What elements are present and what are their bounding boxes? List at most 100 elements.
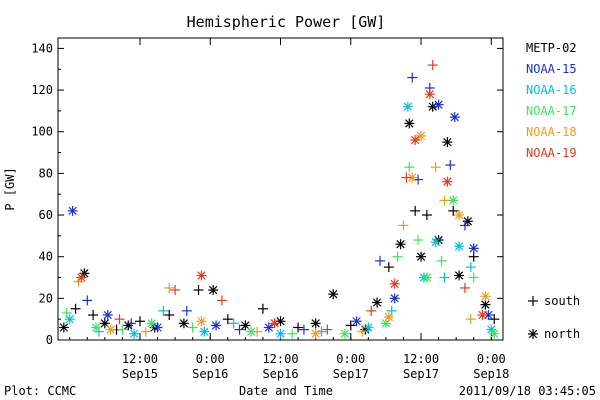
north-marker [146,318,157,329]
south-marker [322,324,333,335]
south-marker [164,310,175,321]
north-marker [196,270,207,281]
north-marker [275,328,286,339]
north-marker [449,112,460,123]
legend-item-noaa-15: NOAA-15 [526,62,577,76]
north-marker [421,272,432,283]
south-marker [439,272,450,283]
south-marker [489,314,500,325]
y-tick-label: 60 [39,208,53,222]
south-marker [345,320,356,331]
south-marker [164,282,175,293]
north-marker [442,137,453,148]
x-tick-date-label: Sep15 [122,367,158,381]
y-axis: 0 20 40 60 80 100 120 140 [31,41,503,347]
north-marker [454,270,465,281]
series-noaa-18 [73,130,491,339]
north-marker [310,318,321,329]
south-marker [427,60,438,71]
x-tick-date-label: Sep17 [403,367,439,381]
south-marker [398,220,409,231]
south-marker [375,255,386,266]
x-tick-date-label: Sep18 [473,367,509,381]
north-marker [208,285,219,296]
y-tick-label: 40 [39,250,53,264]
south-marker [187,322,198,333]
data-points [58,60,500,339]
north-marker [407,172,418,183]
south-marker [445,160,456,171]
north-marker [328,289,339,300]
plot-timestamp: 2011/09/18 03:45:05 [459,384,596,398]
north-marker [64,314,75,325]
south-marker [234,324,245,335]
north-marker [211,320,222,331]
south-marker [222,314,233,325]
marker-legend-south: south [544,294,580,308]
north-marker [383,312,394,323]
south-marker [459,220,470,231]
north-marker [489,328,500,339]
south-marker [298,324,309,335]
north-marker [442,176,453,187]
legend-item-noaa-17: NOAA-17 [526,104,577,118]
north-marker [269,318,280,329]
legend: METP-02 NOAA-15 NOAA-16 NOAA-17 NOAA-18 NOAA-… [526,41,577,160]
south-marker [410,205,421,216]
y-tick-label: 120 [31,83,53,97]
south-marker [468,272,479,283]
south-marker [228,318,239,329]
north-marker [389,278,400,289]
north-marker [372,297,383,308]
y-tick-label: 0 [46,333,53,347]
x-tick-time-label: 0:00 [196,352,225,366]
south-marker [82,295,93,306]
south-marker [293,322,304,333]
marker-legend-north: north [544,327,580,341]
south-marker [70,303,81,314]
y-tick-label: 20 [39,291,53,305]
y-tick-label: 80 [39,166,53,180]
north-marker [67,205,78,216]
south-marker [193,285,204,296]
x-tick-time-label: 0:00 [477,352,506,366]
south-marker [252,326,263,337]
south-marker [413,235,424,246]
series-noaa-15 [67,72,494,335]
south-marker [404,162,415,173]
north-marker [389,293,400,304]
x-tick-date-label: Sep16 [262,367,298,381]
south-marker [383,262,394,273]
x-tick-date-label: Sep17 [333,367,369,381]
north-marker [528,329,538,339]
marker-legend: south north [528,294,580,341]
north-marker [196,316,207,327]
series-noaa-17 [61,162,500,339]
x-axis: 12:00Sep150:00Sep1612:00Sep160:00Sep1712… [69,38,509,381]
north-marker [454,241,465,252]
north-marker [424,89,435,100]
north-marker [477,310,488,321]
south-marker [436,255,447,266]
south-marker [134,316,145,327]
north-marker [433,99,444,110]
south-marker [465,262,476,273]
south-marker [158,305,169,316]
x-tick-time-label: 0:00 [336,352,365,366]
north-marker [178,318,189,329]
north-marker [416,130,427,141]
south-marker [140,326,151,337]
north-marker [430,237,441,248]
south-marker [439,195,450,206]
north-marker [480,291,491,302]
north-marker [310,328,321,339]
series-noaa-16 [64,101,497,339]
south-marker [287,328,298,339]
plot-frame [57,37,504,341]
chart-title: Hemispheric Power [GW] [187,13,386,31]
north-marker [410,135,421,146]
north-marker [263,322,274,333]
x-tick-time-label: 12:00 [403,352,439,366]
north-marker [454,210,465,221]
north-marker [402,101,413,112]
